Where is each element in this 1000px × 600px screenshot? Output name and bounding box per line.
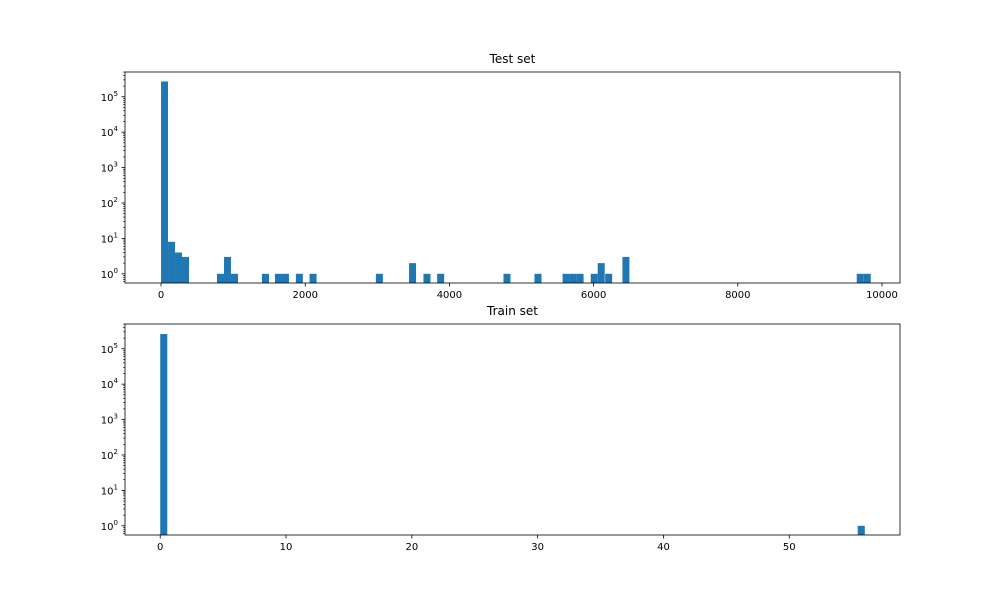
test-set-bars <box>161 81 871 283</box>
train-set-y-tick-label: 105 <box>101 342 118 356</box>
train-set-x-tick-label: 50 <box>783 542 796 553</box>
test-set-bar-9 <box>281 273 289 283</box>
test-set-x-tick-label: 0 <box>158 290 164 301</box>
test-set-bar-26 <box>863 273 871 283</box>
test-set-title: Test set <box>489 52 536 66</box>
test-set-y-tick-label: 103 <box>101 161 118 175</box>
test-set-bar-3 <box>182 256 190 283</box>
test-set-bar-4 <box>216 273 224 283</box>
test-set-bar-20 <box>576 273 584 283</box>
train-set-y-tick-label: 104 <box>101 377 119 391</box>
test-set-x-tick-label: 2000 <box>293 290 318 301</box>
test-set-bar-16 <box>503 273 511 283</box>
train-set-y-tick-label: 102 <box>101 448 118 462</box>
train-set-y-tick-label: 103 <box>101 413 118 427</box>
train-set-plot-frame <box>124 323 901 536</box>
train-set-x-tick-label: 10 <box>280 542 293 553</box>
train-set-title: Train set <box>486 304 538 318</box>
test-set-bar-13 <box>409 263 417 283</box>
test-set-bar-25 <box>856 273 864 283</box>
test-set-y-tick-label: 104 <box>101 125 119 139</box>
test-set-bar-21 <box>590 273 598 283</box>
test-set-plot-area <box>125 72 900 283</box>
train-set-y-axis: 100 101 102 103 104 105 <box>101 323 125 534</box>
test-set-bar-14 <box>423 273 431 283</box>
train-set-plot-area <box>125 324 900 535</box>
test-set-bar-10 <box>295 273 303 283</box>
train-set-bar-1 <box>857 525 865 535</box>
test-set-bar-6 <box>230 273 238 283</box>
train-set-x-tick-label: 0 <box>157 542 163 553</box>
test-set-bar-18 <box>562 273 570 283</box>
test-set-bar-17 <box>534 273 542 283</box>
train-set-x-tick-label: 30 <box>531 542 544 553</box>
test-set-bar-2 <box>175 252 183 283</box>
test-set-bar-23 <box>605 273 613 283</box>
test-set-bar-5 <box>223 256 231 283</box>
train-set-y-tick-label: 100 <box>101 519 118 533</box>
test-set-x-tick-label: 6000 <box>581 290 606 301</box>
test-set-panel: Test set 100 101 102 103 104 105 0 2000 4000 600… <box>101 52 901 301</box>
train-set-x-tick-label: 20 <box>405 542 418 553</box>
test-set-bar-0 <box>161 81 169 283</box>
test-set-bar-11 <box>309 273 317 283</box>
test-set-x-tick-label: 4000 <box>437 290 462 301</box>
test-set-bar-8 <box>274 273 282 283</box>
train-set-panel: Train set 100 101 102 103 104 105 0 10 20 30 40 50 <box>101 304 901 553</box>
test-set-plot-frame <box>124 71 901 284</box>
test-set-x-axis: 0 2000 4000 6000 8000 10000 <box>158 283 898 301</box>
train-set-bar-0 <box>160 334 168 535</box>
train-set-bars <box>160 334 865 535</box>
test-set-bar-19 <box>569 273 577 283</box>
test-set-y-tick-label: 101 <box>101 231 118 245</box>
test-set-y-tick-label: 105 <box>101 90 118 104</box>
test-set-bar-15 <box>437 273 445 283</box>
test-set-bar-12 <box>375 273 383 283</box>
test-set-bar-24 <box>622 256 630 283</box>
test-set-y-tick-label: 100 <box>101 267 118 281</box>
train-set-y-tick-label: 101 <box>101 483 118 497</box>
test-set-y-tick-label: 102 <box>101 196 118 210</box>
test-set-x-tick-label: 8000 <box>725 290 750 301</box>
train-set-x-axis: 0 10 20 30 40 50 <box>157 535 796 553</box>
train-set-x-tick-label: 40 <box>657 542 670 553</box>
test-set-bar-22 <box>597 263 605 283</box>
test-set-x-tick-label: 10000 <box>866 290 898 301</box>
test-set-bar-1 <box>168 241 176 283</box>
test-set-bar-7 <box>261 273 269 283</box>
